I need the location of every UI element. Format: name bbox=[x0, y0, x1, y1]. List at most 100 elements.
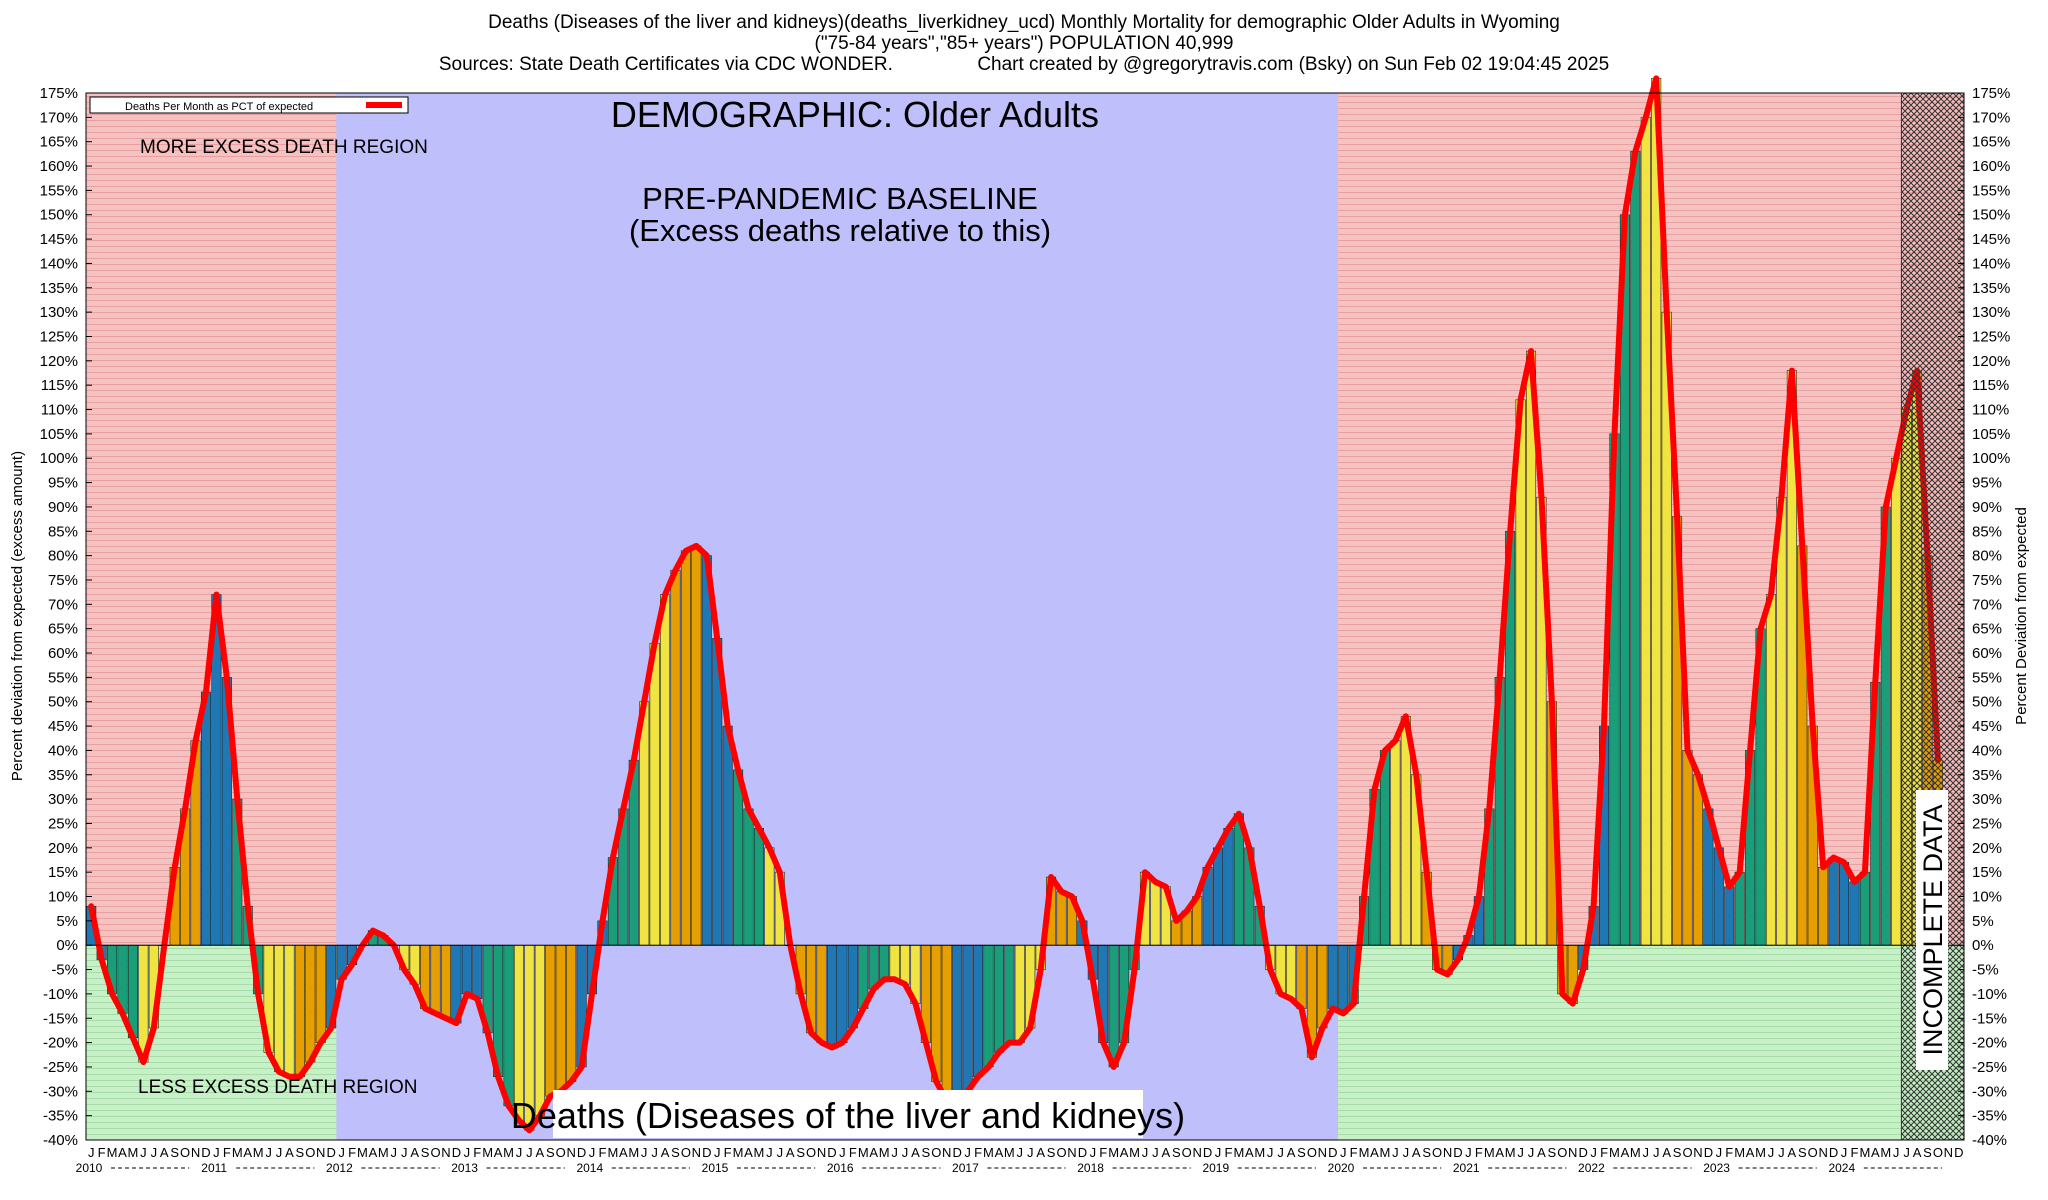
y-tick-label-left: 140% bbox=[40, 255, 78, 272]
y-tick-label-left: 60% bbox=[48, 645, 78, 662]
x-tick-month: D bbox=[827, 1145, 836, 1160]
x-tick-month: S bbox=[1297, 1145, 1306, 1160]
y-tick-label-left: -35% bbox=[43, 1108, 78, 1125]
x-tick-month: S bbox=[1923, 1145, 1932, 1160]
x-tick-month: F bbox=[849, 1145, 857, 1160]
x-tick-month: A bbox=[661, 1145, 670, 1160]
annotations: DEMOGRAPHIC: Older Adults PRE-PANDEMIC B… bbox=[138, 94, 1948, 1138]
y-tick-label-left: -5% bbox=[51, 962, 78, 979]
x-tick-month: J bbox=[1142, 1145, 1149, 1160]
x-tick-month: M bbox=[1609, 1145, 1620, 1160]
x-tick-month: D bbox=[1203, 1145, 1212, 1160]
x-tick-month: O bbox=[556, 1145, 566, 1160]
bar-month bbox=[649, 642, 660, 946]
x-tick-month: D bbox=[326, 1145, 335, 1160]
y-tick-label-right: 175% bbox=[1972, 85, 2010, 102]
monthly-bars bbox=[86, 78, 1943, 1131]
plot-frame bbox=[85, 92, 1965, 1141]
bar-month bbox=[1296, 944, 1307, 1009]
legend-box bbox=[89, 96, 409, 114]
x-tick-month: A bbox=[536, 1145, 545, 1160]
bar-month bbox=[1171, 920, 1182, 946]
bar-month bbox=[941, 944, 952, 1102]
y-tick-label-right: 45% bbox=[1972, 718, 2002, 735]
x-tick-month: A bbox=[995, 1145, 1004, 1160]
y-tick-label-right: 105% bbox=[1972, 426, 2010, 443]
bar-month bbox=[461, 944, 472, 995]
x-tick-month: S bbox=[796, 1145, 805, 1160]
x-tick-month: M bbox=[1755, 1145, 1766, 1160]
x-tick-month: J bbox=[964, 1145, 971, 1160]
x-tick-month: A bbox=[410, 1145, 419, 1160]
x-tick-month: J bbox=[1152, 1145, 1159, 1160]
x-tick-month: A bbox=[1788, 1145, 1797, 1160]
annotation-baseline-2: (Excess deaths relative to this) bbox=[629, 213, 1051, 248]
x-tick-month: D bbox=[1704, 1145, 1713, 1160]
y-tick-label-left: 145% bbox=[40, 231, 78, 248]
x-tick-month: O bbox=[1682, 1145, 1692, 1160]
x-tick-month: F bbox=[1475, 1145, 1483, 1160]
x-tick-month: D bbox=[1078, 1145, 1087, 1160]
annotation-less-excess: LESS EXCESS DEATH REGION bbox=[138, 1077, 417, 1098]
bar-month bbox=[294, 944, 305, 1077]
y-tick-label-right: 0% bbox=[1972, 937, 1994, 954]
bar-month bbox=[1223, 828, 1234, 946]
bar-month bbox=[1056, 891, 1067, 946]
annotation-demographic: DEMOGRAPHIC: Older Adults bbox=[611, 94, 1099, 135]
x-tick-month: J bbox=[401, 1145, 408, 1160]
x-tick-month: J bbox=[891, 1145, 898, 1160]
bar-month bbox=[1828, 857, 1839, 946]
bar-month bbox=[1108, 944, 1119, 1068]
x-tick-month: A bbox=[1746, 1145, 1755, 1160]
y-tick-label-right: 75% bbox=[1972, 572, 2002, 589]
y-tick-label-left: 135% bbox=[40, 280, 78, 297]
x-tick-month: A bbox=[619, 1145, 628, 1160]
y-tick-label-left: 10% bbox=[48, 889, 78, 906]
x-tick-month: N bbox=[1693, 1145, 1702, 1160]
bar-month bbox=[753, 828, 764, 946]
bar-month bbox=[1286, 944, 1297, 1000]
y-tick-label-left: 170% bbox=[40, 109, 78, 126]
x-tick-month: J bbox=[1841, 1145, 1848, 1160]
x-tick-month: A bbox=[1495, 1145, 1504, 1160]
x-tick-month: D bbox=[1829, 1145, 1838, 1160]
bar-month bbox=[503, 944, 514, 1107]
bar-month bbox=[701, 555, 712, 946]
x-tick-month: A bbox=[911, 1145, 920, 1160]
y-tick-label-left: 160% bbox=[40, 158, 78, 175]
bar-month bbox=[879, 944, 890, 980]
baseline-region bbox=[336, 93, 1338, 1140]
x-tick-month: F bbox=[1725, 1145, 1733, 1160]
bar-month bbox=[1682, 750, 1693, 946]
x-tick-month: J bbox=[1403, 1145, 1410, 1160]
y-tick-label-left: 20% bbox=[48, 840, 78, 857]
bar-month bbox=[1150, 881, 1161, 946]
bar-month bbox=[566, 944, 577, 1082]
x-tick-year: 2020 bbox=[1328, 1161, 1355, 1175]
x-tick-month: M bbox=[607, 1145, 618, 1160]
x-tick-year: 2010 bbox=[76, 1161, 103, 1175]
x-tick-year: 2014 bbox=[576, 1161, 603, 1175]
incomplete-label-background bbox=[1916, 790, 1948, 1070]
x-tick-month: M bbox=[378, 1145, 389, 1160]
x-tick-month: J bbox=[1590, 1145, 1597, 1160]
y-tick-label-right: 55% bbox=[1972, 669, 2002, 686]
y-tick-label-left: -40% bbox=[43, 1132, 78, 1149]
x-tick-year: 2012 bbox=[326, 1161, 353, 1175]
y-tick-label-left: 30% bbox=[48, 791, 78, 808]
x-tick-month: M bbox=[232, 1145, 243, 1160]
y-tick-label-left: 100% bbox=[40, 450, 78, 467]
annotation-more-excess: MORE EXCESS DEATH REGION bbox=[140, 137, 428, 158]
x-tick-month: O bbox=[931, 1145, 941, 1160]
x-tick-month: F bbox=[98, 1145, 106, 1160]
y-tick-label-left: 125% bbox=[40, 328, 78, 345]
annotation-incomplete-data: INCOMPLETE DATA bbox=[1918, 804, 1948, 1055]
y-tick-label-right: 80% bbox=[1972, 548, 2002, 565]
x-tick-month: A bbox=[369, 1145, 378, 1160]
y-tick-label-left: 115% bbox=[41, 377, 78, 394]
bar-month bbox=[837, 944, 848, 1043]
y-tick-label-left: 40% bbox=[48, 742, 78, 759]
x-tick-month: M bbox=[1484, 1145, 1495, 1160]
x-tick-month: M bbox=[879, 1145, 890, 1160]
